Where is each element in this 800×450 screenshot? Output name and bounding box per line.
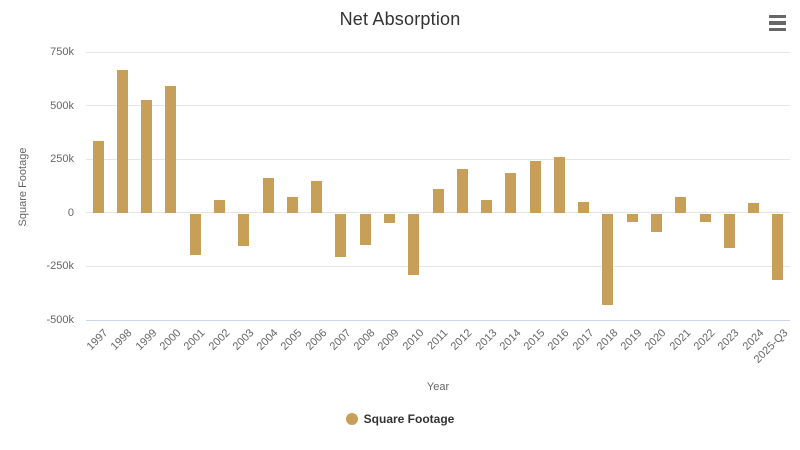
x-axis-tick-label: 2012 [448, 327, 475, 353]
legend-item-square-footage[interactable]: Square Footage [0, 412, 800, 426]
bar-2014[interactable] [505, 173, 517, 213]
bar-1999[interactable] [141, 100, 153, 213]
context-menu-button[interactable] [765, 10, 793, 36]
x-axis-tick-label: 1997 [84, 327, 111, 353]
bar-2025-Q3[interactable] [772, 213, 784, 281]
x-axis-tick-label: 2020 [643, 327, 669, 353]
y-axis-tick-label: 750k [50, 46, 74, 58]
gridline [86, 265, 790, 267]
bar-2016[interactable] [553, 157, 565, 213]
bar-2017[interactable] [578, 202, 590, 213]
bar-2009[interactable] [383, 213, 395, 224]
bar-2020[interactable] [650, 213, 662, 233]
x-axis-tick-label: 2017 [570, 327, 597, 353]
y-axis-tick-label: 250k [50, 153, 74, 166]
x-axis-tick-label: 2003 [230, 327, 257, 353]
x-axis-tick-label: 2016 [546, 327, 572, 353]
x-axis-tick-label: 2011 [425, 327, 451, 353]
bar-2010[interactable] [408, 213, 420, 275]
x-axis-tick-label: 2021 [667, 327, 694, 353]
bar-2024[interactable] [748, 203, 760, 213]
x-axis-tick-label: 2018 [594, 327, 621, 353]
bar-2023[interactable] [723, 213, 735, 249]
bar-2006[interactable] [311, 180, 323, 213]
gridline [86, 105, 790, 107]
x-axis-tick-label: 2010 [400, 327, 427, 353]
x-axis-tick-label: 2005 [279, 327, 305, 353]
x-axis-tick-label: 2013 [473, 327, 500, 353]
bar-2011[interactable] [432, 189, 444, 213]
chart-title: Net Absorption [339, 9, 461, 29]
bar-1997[interactable] [92, 140, 104, 213]
bar-2007[interactable] [335, 213, 347, 257]
legend-marker-icon [345, 413, 358, 425]
legend-label: Square Footage [363, 412, 455, 426]
x-axis-tick-label: 2015 [521, 327, 548, 353]
bar-2013[interactable] [481, 199, 493, 213]
bar-2012[interactable] [456, 168, 468, 213]
x-axis-tick-label: 2014 [497, 327, 524, 353]
y-axis-tick-label: 0 [67, 206, 74, 219]
bar-2021[interactable] [675, 196, 687, 213]
bar-1998[interactable] [116, 70, 128, 213]
y-axis-tick-label: -250k [46, 260, 74, 273]
y-axis-tick-label: 500k [50, 99, 74, 112]
bar-2002[interactable] [214, 199, 226, 213]
gridline [86, 212, 790, 214]
bar-2001[interactable] [189, 213, 201, 255]
x-axis-line [86, 319, 790, 321]
x-axis-tick-label: 2002 [206, 327, 233, 353]
bar-2005[interactable] [286, 196, 298, 213]
x-axis-tick-label: 2007 [327, 327, 354, 353]
bar-2003[interactable] [238, 213, 250, 246]
x-axis-tick-label: 2008 [351, 327, 378, 353]
bar-2015[interactable] [529, 161, 541, 213]
x-axis-tick-label: 2004 [254, 327, 281, 353]
x-axis-tick-label: 2023 [715, 327, 742, 353]
bar-2019[interactable] [626, 213, 638, 223]
x-axis-tick-label: 2019 [618, 327, 645, 353]
x-axis-tick-label: 2001 [181, 327, 208, 353]
x-axis-tick-label: 1998 [109, 327, 135, 353]
x-axis-tick-label: 2022 [691, 327, 718, 353]
bar-2018[interactable] [602, 213, 614, 305]
gridline [86, 158, 790, 160]
x-axis-tick-label: 2009 [376, 327, 402, 353]
gridline [86, 51, 790, 53]
x-axis-tick-label: 1999 [133, 327, 160, 353]
bar-2022[interactable] [699, 213, 711, 223]
bar-2000[interactable] [165, 86, 177, 213]
hamburger-icon [769, 15, 786, 31]
bar-2008[interactable] [359, 213, 371, 245]
x-axis-title: Year [426, 381, 450, 393]
x-axis-tick-label: 2006 [303, 327, 330, 353]
x-axis-tick-label: 2000 [157, 327, 184, 353]
bar-2004[interactable] [262, 178, 274, 213]
y-axis-tick-label: -500k [46, 314, 74, 326]
